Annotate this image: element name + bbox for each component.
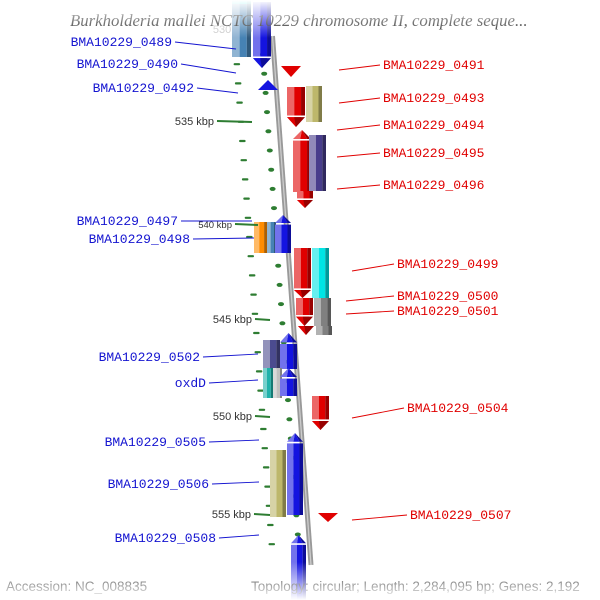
svg-text:550 kbp: 550 kbp (213, 411, 252, 423)
svg-text:BMA10229_0499: BMA10229_0499 (397, 257, 498, 272)
svg-text:BMA10229_0500: BMA10229_0500 (397, 289, 498, 304)
svg-text:BMA10229_0501: BMA10229_0501 (397, 304, 499, 319)
svg-text:BMA10229_0497: BMA10229_0497 (77, 214, 178, 229)
svg-text:BMA10229_0490: BMA10229_0490 (77, 57, 178, 72)
svg-text:BMA10229_0492: BMA10229_0492 (93, 81, 194, 96)
svg-text:BMA10229_0505: BMA10229_0505 (105, 435, 206, 450)
svg-text:BMA10229_0495: BMA10229_0495 (383, 146, 484, 161)
svg-text:BMA10229_0507: BMA10229_0507 (410, 508, 511, 523)
svg-text:BMA10229_0498: BMA10229_0498 (89, 232, 190, 247)
svg-text:oxdD: oxdD (175, 376, 206, 391)
svg-text:BMA10229_0489: BMA10229_0489 (71, 35, 172, 50)
svg-text:545 kbp: 545 kbp (213, 314, 252, 326)
svg-text:BMA10229_0491: BMA10229_0491 (383, 58, 485, 73)
svg-text:BMA10229_0506: BMA10229_0506 (108, 477, 209, 492)
svg-text:BMA10229_0496: BMA10229_0496 (383, 178, 484, 193)
svg-text:BMA10229_0502: BMA10229_0502 (99, 350, 200, 365)
svg-text:535 kbp: 535 kbp (175, 116, 214, 128)
svg-text:BMA10229_0494: BMA10229_0494 (383, 118, 485, 133)
svg-text:540 kbp: 540 kbp (198, 220, 232, 231)
svg-text:BMA10229_0504: BMA10229_0504 (407, 401, 509, 416)
svg-text:BMA10229_0493: BMA10229_0493 (383, 91, 484, 106)
svg-text:BMA10229_0508: BMA10229_0508 (115, 531, 216, 546)
svg-text:555 kbp: 555 kbp (212, 509, 251, 521)
